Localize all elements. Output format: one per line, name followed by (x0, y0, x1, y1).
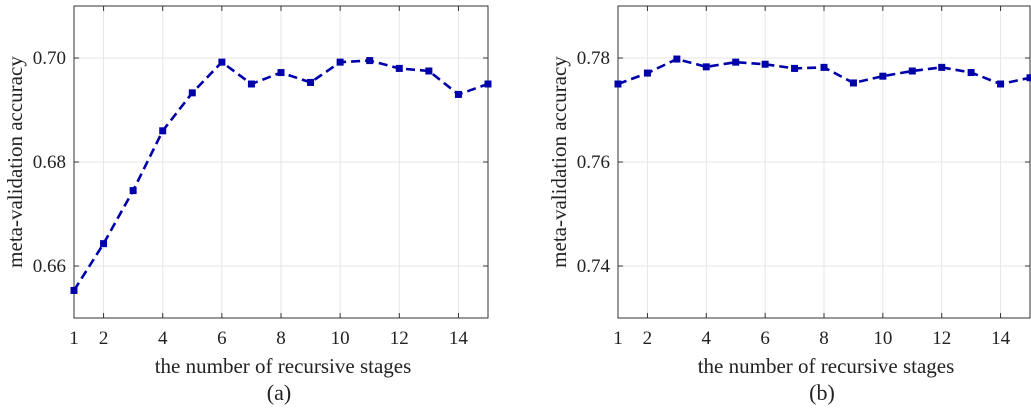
y-tick-label: 0.70 (33, 48, 66, 69)
data-point (702, 63, 710, 71)
y-axis-label: meta-validation accuracy (3, 56, 27, 268)
x-tick-label: 10 (331, 328, 350, 349)
x-tick-label: 8 (819, 328, 829, 349)
x-tick-label: 8 (276, 328, 286, 349)
y-tick-label: 0.76 (577, 152, 610, 173)
data-point (247, 80, 255, 88)
data-point (643, 69, 651, 77)
data-point (425, 67, 433, 75)
y-tick-label: 0.78 (577, 48, 610, 69)
panel-caption: (a) (267, 380, 291, 405)
x-tick-label: 4 (702, 328, 712, 349)
data-point (454, 90, 462, 98)
data-point (395, 64, 403, 72)
data-point (100, 240, 108, 248)
data-point (673, 55, 681, 63)
x-tick-label: 12 (390, 328, 409, 349)
x-tick-label: 2 (99, 328, 109, 349)
x-tick-label: 2 (643, 328, 653, 349)
y-axis-label: meta-validation accuracy (547, 56, 571, 268)
chart-panel-b: 1 2 4 6 8 10 12 14 0.74 0.76 0.78 the number of rec… (547, 5, 1031, 405)
y-tick-label: 0.66 (33, 256, 66, 277)
x-tick-label: 14 (449, 328, 469, 349)
data-point (218, 58, 226, 66)
data-point (997, 80, 1005, 88)
data-point (791, 64, 799, 72)
x-tick-label: 1 (69, 328, 79, 349)
x-tick-label: 6 (217, 328, 227, 349)
data-point (188, 89, 196, 97)
data-point (129, 187, 137, 195)
x-tick-label: 1 (613, 328, 623, 349)
data-point (879, 72, 887, 80)
data-point (614, 80, 622, 88)
y-tick-label: 0.74 (577, 256, 611, 277)
data-point (70, 286, 78, 294)
data-point (366, 57, 374, 65)
data-point (1026, 74, 1031, 82)
panel-caption: (b) (809, 380, 835, 405)
data-point (159, 127, 167, 135)
data-point (938, 63, 946, 71)
y-tick-label: 0.68 (33, 152, 66, 173)
data-point (484, 80, 492, 88)
chart-panel-a: 1 2 4 6 8 10 12 14 0.66 0.68 0.70 the number of rec… (3, 5, 492, 405)
x-tick-label: 14 (991, 328, 1011, 349)
x-tick-label: 10 (873, 328, 892, 349)
data-point (908, 67, 916, 75)
x-tick-label: 4 (158, 328, 168, 349)
data-point (277, 69, 285, 77)
data-point (820, 63, 828, 71)
x-tick-label: 6 (760, 328, 770, 349)
x-tick-label: 12 (932, 328, 951, 349)
x-axis-label: the number of recursive stages (698, 354, 955, 378)
x-axis-label: the number of recursive stages (155, 354, 412, 378)
data-point (732, 58, 740, 66)
data-point (761, 60, 769, 68)
data-point (849, 79, 857, 87)
data-point (336, 58, 344, 66)
data-point (967, 69, 975, 77)
data-point (307, 78, 315, 86)
